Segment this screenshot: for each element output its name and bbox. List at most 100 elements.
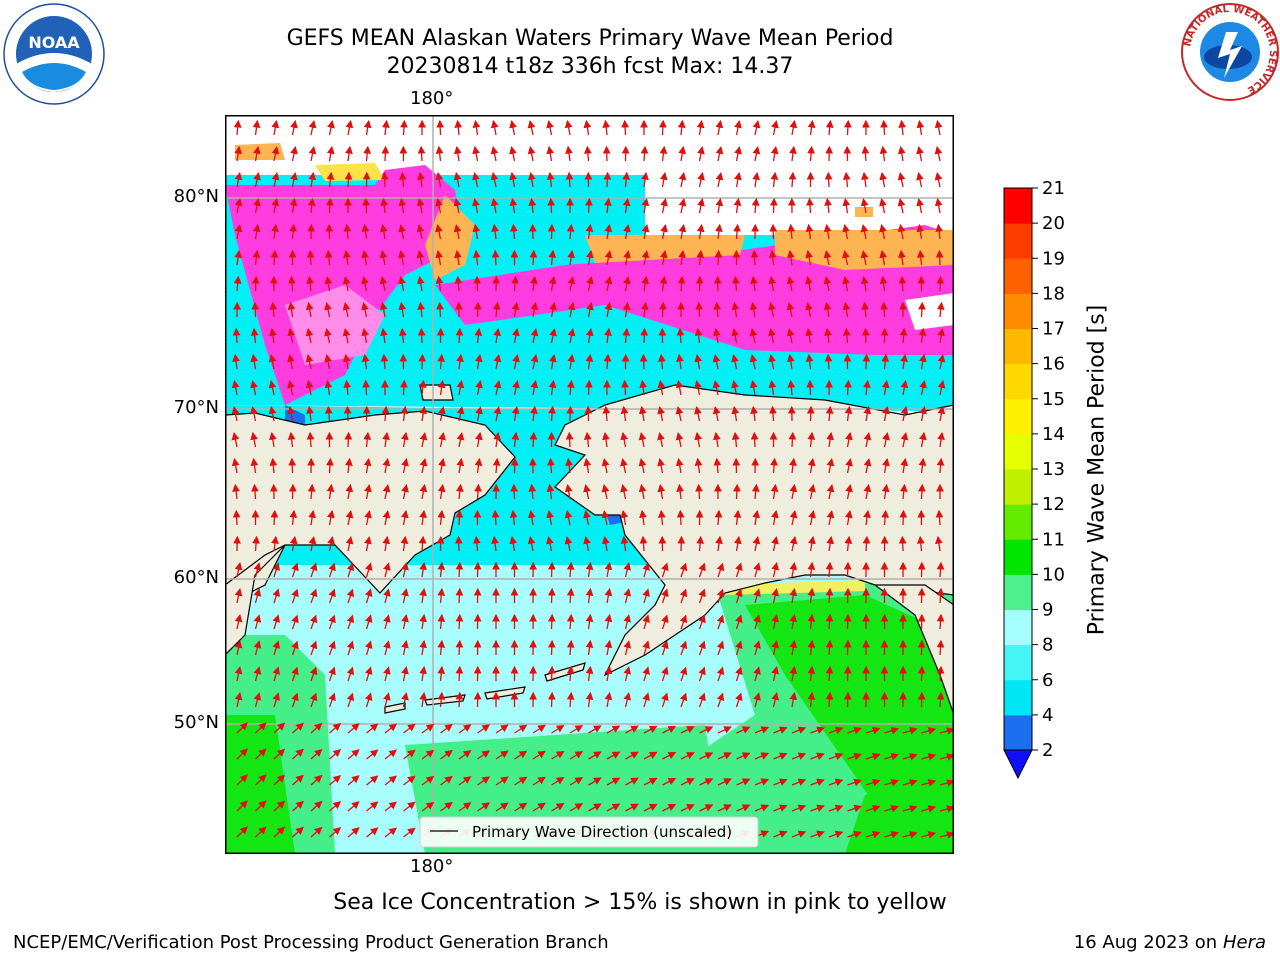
wave-arrow xyxy=(786,328,795,344)
wave-arrow xyxy=(680,752,695,760)
wave-arrow xyxy=(638,405,647,422)
colorbar-block xyxy=(1004,328,1032,365)
legend-label: Primary Wave Direction (unscaled) xyxy=(472,823,732,841)
wave-arrow xyxy=(825,639,834,656)
wave-arrow xyxy=(921,831,937,839)
wave-arrow xyxy=(231,406,240,422)
wave-arrow xyxy=(527,509,536,526)
wave-arrow xyxy=(400,405,409,422)
wave-arrow xyxy=(771,640,779,656)
wave-arrow xyxy=(604,665,613,682)
wave-arrow xyxy=(678,145,687,162)
wave-arrow xyxy=(806,405,815,422)
wave-arrow xyxy=(677,119,686,136)
wave-arrow xyxy=(490,197,499,214)
wave-arrow xyxy=(416,197,425,214)
wave-arrow xyxy=(383,588,391,604)
wave-arrow xyxy=(916,119,925,136)
wave-arrow xyxy=(548,249,557,266)
wave-arrow xyxy=(472,249,481,266)
colorbar-block xyxy=(1004,504,1032,540)
wave-arrow xyxy=(435,275,444,292)
wave-arrow xyxy=(306,431,315,448)
wave-arrow xyxy=(716,692,725,708)
wave-arrow xyxy=(900,406,909,422)
lon-label-top: 180° xyxy=(410,88,454,109)
wave-arrow xyxy=(934,119,943,136)
wave-arrow xyxy=(731,301,740,318)
wave-arrow xyxy=(641,171,649,188)
wave-arrow xyxy=(269,327,277,344)
wave-arrow xyxy=(291,562,299,578)
wave-arrow xyxy=(716,588,725,604)
wave-arrow xyxy=(510,457,519,474)
wave-arrow xyxy=(698,614,706,630)
colorbar-tick-label: 6 xyxy=(1042,670,1053,691)
wave-arrow xyxy=(679,692,688,708)
wave-arrow xyxy=(308,509,316,526)
wave-arrow xyxy=(549,354,557,370)
wave-arrow xyxy=(621,119,629,136)
wave-arrow xyxy=(601,510,610,526)
wave-arrow xyxy=(472,145,480,162)
wave-arrow xyxy=(363,431,372,448)
wave-arrow xyxy=(696,535,705,552)
wave-arrow xyxy=(659,145,668,162)
wave-arrow xyxy=(786,302,795,318)
wave-arrow xyxy=(640,301,649,318)
wave-arrow xyxy=(309,692,318,708)
wave-arrow xyxy=(527,120,536,136)
wave-arrow xyxy=(620,535,629,552)
wave-arrow xyxy=(491,535,499,552)
wave-arrow xyxy=(625,803,639,812)
wave-arrow xyxy=(715,172,724,188)
wave-arrow xyxy=(398,327,407,344)
wave-arrow xyxy=(717,752,732,760)
wave-arrow xyxy=(362,197,370,214)
wave-arrow xyxy=(363,457,372,474)
wave-arrow xyxy=(642,692,650,708)
colorbar-block xyxy=(1004,644,1032,681)
wave-arrow xyxy=(547,587,556,604)
wave-arrow xyxy=(826,535,835,552)
wave-arrow xyxy=(735,562,743,578)
wave-arrow xyxy=(735,588,743,604)
wave-arrow xyxy=(844,379,852,396)
wave-arrow xyxy=(934,172,943,188)
wave-arrow xyxy=(678,172,687,188)
wave-arrow xyxy=(551,803,565,812)
wave-arrow xyxy=(326,171,335,188)
wave-arrow xyxy=(325,197,334,214)
wave-arrow xyxy=(347,827,360,838)
wave-arrow xyxy=(787,249,795,266)
wave-arrow xyxy=(380,327,388,344)
wave-arrow xyxy=(472,535,481,552)
wave-arrow xyxy=(363,119,372,136)
wave-arrow xyxy=(717,804,732,812)
wave-arrow xyxy=(897,145,906,162)
wave-arrow xyxy=(361,276,369,292)
wave-arrow xyxy=(343,379,352,396)
wave-arrow xyxy=(676,509,685,526)
wave-arrow xyxy=(382,484,391,500)
wave-arrow xyxy=(564,510,573,526)
wave-arrow xyxy=(731,328,739,344)
wave-arrow xyxy=(786,276,795,292)
wave-arrow xyxy=(292,800,304,812)
wave-arrow xyxy=(789,561,798,578)
wave-arrow xyxy=(773,804,788,812)
wave-arrow xyxy=(345,483,354,500)
wave-arrow xyxy=(936,561,945,578)
wave-arrow xyxy=(255,748,267,760)
wave-arrow xyxy=(805,223,814,240)
wave-arrow xyxy=(939,805,954,813)
wave-arrow xyxy=(236,826,248,838)
wave-arrow xyxy=(678,198,687,214)
wave-arrow xyxy=(253,640,262,656)
wave-arrow xyxy=(252,119,261,136)
wave-arrow xyxy=(455,561,464,578)
wave-arrow xyxy=(491,509,500,526)
wave-arrow xyxy=(416,224,425,240)
wave-arrow xyxy=(510,223,518,240)
wave-arrow xyxy=(509,171,517,188)
